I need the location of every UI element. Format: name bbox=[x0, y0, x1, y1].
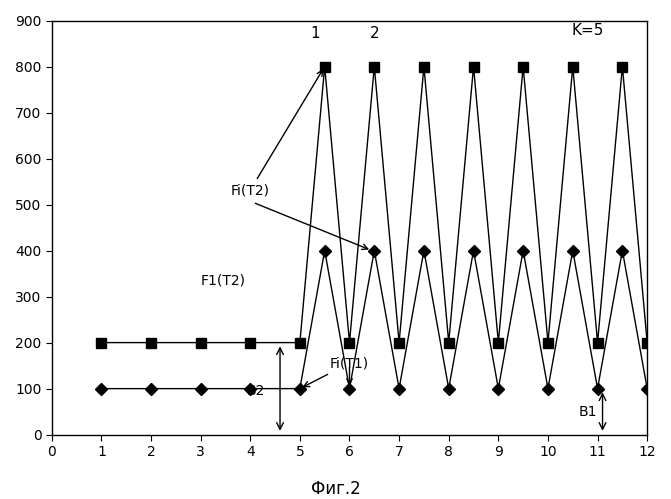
Text: B2: B2 bbox=[247, 384, 265, 398]
Text: B1: B1 bbox=[579, 405, 598, 419]
Text: 2: 2 bbox=[370, 26, 379, 41]
Text: 1: 1 bbox=[310, 26, 319, 41]
Text: K=5: K=5 bbox=[572, 23, 604, 38]
Text: Фиг.2: Фиг.2 bbox=[311, 480, 360, 498]
Text: Fi(T2): Fi(T2) bbox=[230, 70, 323, 198]
Text: F1(T2): F1(T2) bbox=[201, 273, 246, 287]
Text: Fi(T1): Fi(T1) bbox=[304, 356, 369, 387]
